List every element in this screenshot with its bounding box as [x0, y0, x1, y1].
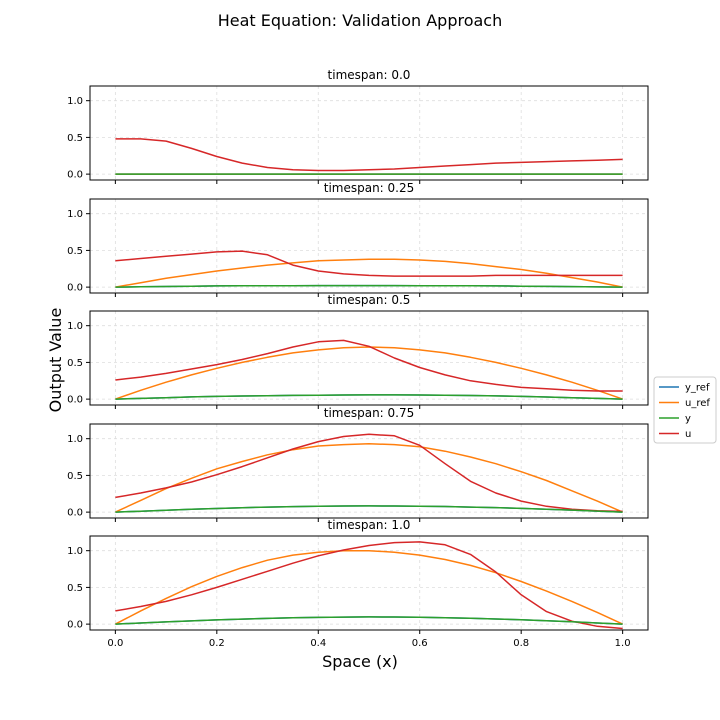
subplot-0: timespan: 0.0 0.0 0.5 1.0 — [67, 68, 649, 184]
y-tick-label: 0.5 — [67, 471, 83, 482]
x-tick-label: 0.0 — [107, 638, 123, 649]
subplot-stack: timespan: 0.0 0.0 0.5 1.0 timespan: 0.25 0.0 0… — [67, 68, 649, 649]
series-line-u_ref — [115, 346, 623, 400]
y-tick-label: 1.0 — [67, 434, 83, 445]
series-line-u_ref — [115, 443, 623, 513]
y-tick-label: 0.5 — [67, 358, 83, 369]
subplot-2: timespan: 0.5 0.0 0.5 1.0 — [67, 293, 649, 409]
axes-frame — [89, 423, 649, 519]
series-line-u — [115, 250, 623, 277]
series-line-u — [115, 433, 623, 513]
subplot-title: timespan: 0.5 — [328, 293, 411, 307]
y-tick-label: 0.5 — [67, 133, 83, 144]
y-tick-label: 0.0 — [67, 395, 83, 406]
x-tick-label: 0.2 — [209, 638, 225, 649]
legend-label-u_ref: u_ref — [685, 398, 710, 409]
y-tick-label: 0.5 — [67, 246, 83, 257]
y-axis-label: Output Value — [46, 308, 65, 413]
legend-label-u: u — [685, 429, 691, 440]
subplot-title: timespan: 0.0 — [328, 68, 411, 82]
series-line-y — [115, 505, 623, 513]
series-line-u — [115, 138, 623, 172]
figure-title: Heat Equation: Validation Approach — [218, 11, 502, 30]
x-tick-label: 1.0 — [615, 638, 631, 649]
y-tick-label: 0.0 — [67, 170, 83, 181]
subplot-3: timespan: 0.75 0.0 0.5 1.0 — [67, 406, 649, 522]
y-tick-label: 1.0 — [67, 96, 83, 107]
y-tick-label: 0.5 — [67, 583, 83, 594]
axes-frame — [89, 535, 649, 631]
y-tick-label: 0.0 — [67, 508, 83, 519]
series-line-y — [115, 284, 623, 288]
legend-frame — [653, 376, 717, 444]
x-tick-label: 0.4 — [310, 638, 326, 649]
legend-label-y: y — [685, 414, 691, 425]
y-tick-label: 1.0 — [67, 209, 83, 220]
y-tick-label: 0.0 — [67, 620, 83, 631]
legend-label-y_ref: y_ref — [685, 383, 710, 394]
subplot-4: timespan: 1.0 0.0 0.5 1.0 0.0 0.2 0.4 0.6 0.8 1.0 — [67, 518, 649, 649]
axes-frame — [89, 310, 649, 406]
subplot-title: timespan: 0.25 — [324, 181, 415, 195]
series-line-y — [115, 616, 623, 625]
series-line-u — [115, 541, 623, 630]
x-tick-label: 0.8 — [513, 638, 529, 649]
subplot-title: timespan: 1.0 — [328, 518, 411, 532]
x-tick-label: 0.6 — [412, 638, 428, 649]
x-axis-label: Space (x) — [322, 652, 398, 671]
axes-frame — [89, 85, 649, 181]
series-line-u — [115, 339, 623, 392]
y-tick-label: 1.0 — [67, 546, 83, 557]
series-line-y — [115, 394, 623, 400]
subplot-title: timespan: 0.75 — [324, 406, 415, 420]
series-line-u_ref — [115, 258, 623, 288]
y-tick-label: 0.0 — [67, 283, 83, 294]
series-line-u_ref — [115, 549, 623, 625]
axes-frame — [89, 198, 649, 294]
subplot-1: timespan: 0.25 0.0 0.5 1.0 — [67, 181, 649, 297]
y-tick-label: 1.0 — [67, 321, 83, 332]
